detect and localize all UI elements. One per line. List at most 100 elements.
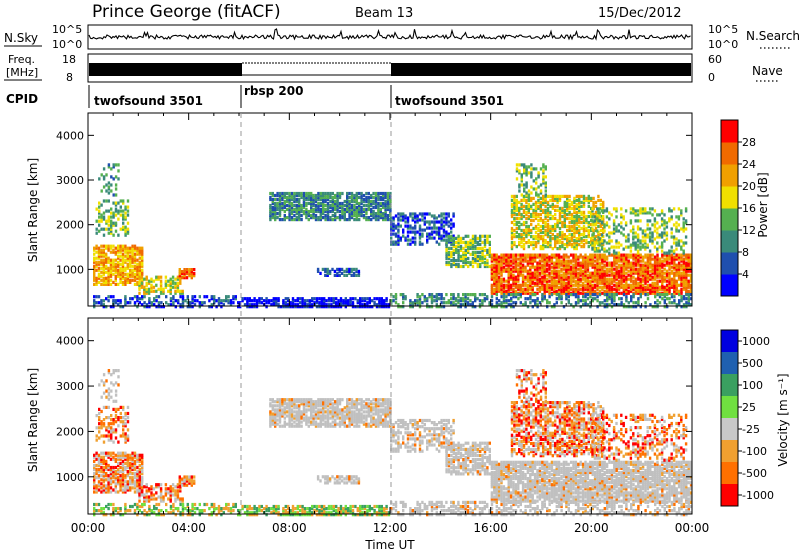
power-cell <box>305 191 308 196</box>
power-cell <box>680 277 683 281</box>
power-cell <box>336 203 339 208</box>
power-cell <box>97 246 101 250</box>
power-cell <box>575 202 578 206</box>
power-cell <box>466 293 470 297</box>
power-cell <box>565 285 568 289</box>
power-cell <box>269 205 272 210</box>
power-cell <box>646 235 649 239</box>
power-cell <box>312 209 315 214</box>
power-cell <box>554 204 557 208</box>
power-cell <box>577 301 580 305</box>
power-cell <box>670 293 674 297</box>
power-cell <box>452 256 455 261</box>
power-cell <box>447 238 451 242</box>
power-cell <box>584 259 587 263</box>
power-cell <box>334 218 337 222</box>
power-cell <box>656 227 659 231</box>
power-cell <box>141 254 144 258</box>
power-cell <box>119 254 122 258</box>
power-cell <box>138 264 141 268</box>
power-cell <box>582 194 586 198</box>
power-cell <box>536 263 539 267</box>
power-cell <box>102 270 105 274</box>
power-cell <box>174 289 177 293</box>
power-cell <box>110 167 113 171</box>
power-cell <box>625 255 628 259</box>
power-cell <box>193 295 197 299</box>
power-cell <box>690 297 693 301</box>
power-cell <box>269 191 272 196</box>
power-cell <box>112 250 115 254</box>
freq-band-right <box>391 63 691 76</box>
power-cell <box>141 248 144 252</box>
power-cell <box>95 301 98 305</box>
power-cell <box>322 207 325 212</box>
power-cell <box>589 301 592 305</box>
power-cell <box>656 255 659 259</box>
power-cell <box>601 281 604 285</box>
power-cell <box>246 297 249 301</box>
power-cell <box>372 199 375 204</box>
power-cell <box>526 287 530 291</box>
power-cell <box>521 279 525 283</box>
power-cell <box>317 205 320 210</box>
power-cell <box>348 207 351 212</box>
power-cell <box>367 197 370 202</box>
power-cell <box>102 175 106 179</box>
power-cell <box>539 224 542 229</box>
power-cell <box>622 293 626 297</box>
power-cell <box>100 299 103 303</box>
power-cell <box>668 281 671 285</box>
power-cell <box>658 293 662 297</box>
power-cell <box>575 220 578 225</box>
power-cell <box>447 214 450 218</box>
power-cell <box>648 237 652 241</box>
power-cell <box>663 301 666 305</box>
power-cell <box>201 303 204 307</box>
power-cell <box>322 195 325 200</box>
power-cell <box>102 303 105 307</box>
power-cell <box>561 233 564 237</box>
power-cell <box>531 285 534 289</box>
power-cell <box>370 214 373 218</box>
power-cell <box>315 297 319 301</box>
power-cell <box>666 297 669 301</box>
power-cell <box>171 285 175 289</box>
power-cell <box>542 235 545 239</box>
power-cell <box>117 169 120 173</box>
power-cell <box>114 270 117 274</box>
power-cell <box>579 291 582 295</box>
power-cell <box>502 295 506 299</box>
power-cell <box>513 216 516 221</box>
power-cell <box>174 305 177 309</box>
power-cell <box>670 259 674 263</box>
power-cell <box>328 271 332 275</box>
power-cell <box>164 281 168 285</box>
power-cell <box>421 232 424 236</box>
power-cell <box>548 291 551 295</box>
power-cell <box>136 252 139 256</box>
power-cell <box>124 268 127 272</box>
power-cell <box>102 262 105 266</box>
power-cell <box>590 196 593 200</box>
power-cell <box>591 219 594 223</box>
power-cell <box>514 279 518 283</box>
power-cell <box>445 234 448 238</box>
power-cell <box>119 244 122 248</box>
velocity-cell <box>97 474 101 478</box>
power-cell <box>366 301 369 305</box>
power-cell <box>326 195 330 200</box>
power-cell <box>613 255 616 259</box>
power-cell <box>342 303 345 307</box>
power-cell <box>532 196 535 200</box>
power-cell <box>349 297 352 301</box>
power-cell <box>269 212 272 216</box>
power-cell <box>314 209 318 214</box>
power-cell <box>556 237 559 241</box>
power-cell <box>675 241 678 245</box>
power-cell <box>406 216 410 220</box>
power-cell <box>523 165 526 169</box>
power-cell <box>331 214 334 218</box>
power-cell <box>286 216 289 220</box>
power-cell <box>675 273 678 277</box>
